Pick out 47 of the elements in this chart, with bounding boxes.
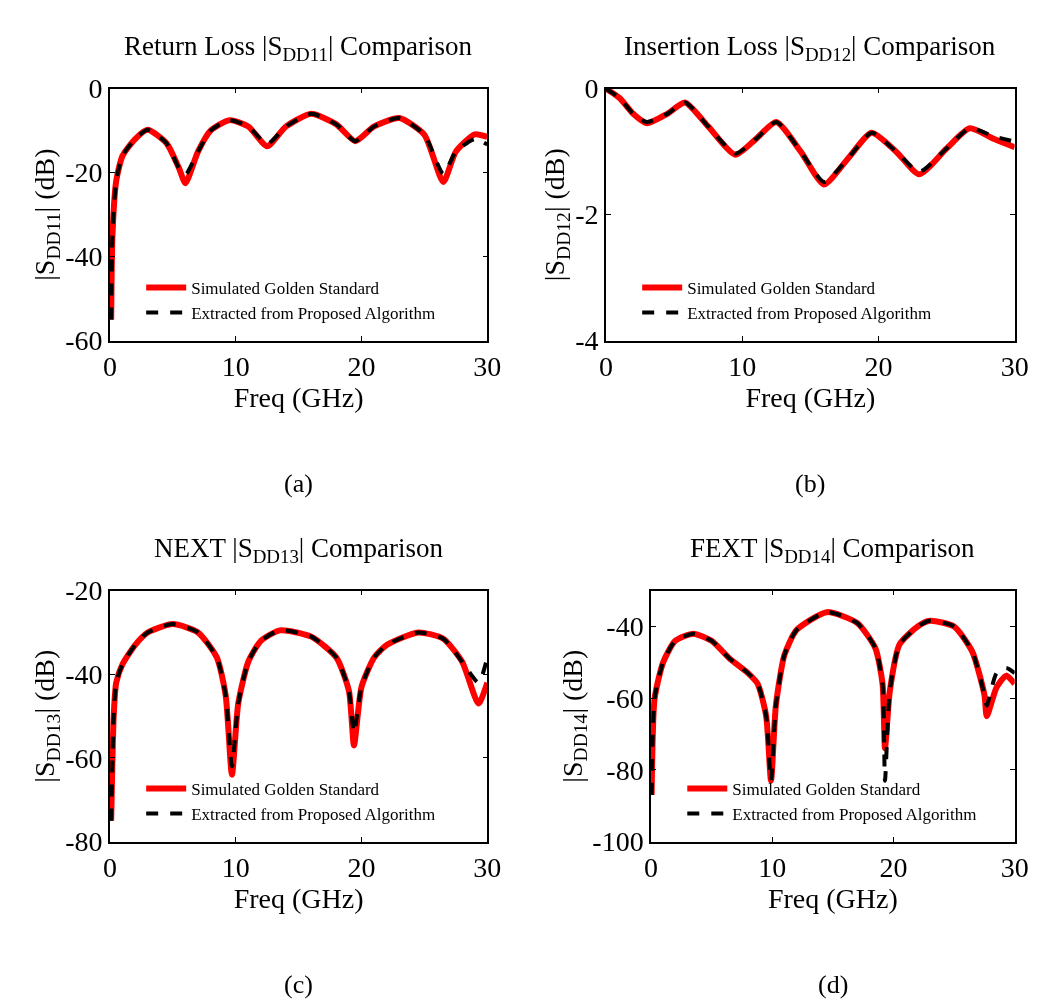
y-tick-label: -4 xyxy=(575,325,599,357)
x-tick-label: 30 xyxy=(473,851,502,883)
legend-label: Simulated Golden Standard xyxy=(191,279,380,299)
x-axis-title: Freq (GHz) xyxy=(233,381,364,413)
chart-title: NEXT |S$_{DD13}$| Comparison xyxy=(154,533,444,567)
legend-label: Extracted from Proposed Algorithm xyxy=(732,805,977,825)
legend-label: Simulated Golden Standard xyxy=(687,279,876,299)
y-tick-label: -40 xyxy=(65,241,103,273)
x-tick-label: 10 xyxy=(728,350,757,382)
x-axis-title: Freq (GHz) xyxy=(233,882,364,914)
chart-title: Return Loss |S$_{DD11}$| Comparison xyxy=(124,31,473,65)
y-tick-label: -100 xyxy=(592,826,644,858)
y-tick-label: -20 xyxy=(65,575,103,607)
x-tick-label: 20 xyxy=(347,851,376,883)
x-tick-label: 20 xyxy=(879,851,908,883)
y-tick-label: -40 xyxy=(65,659,103,691)
legend-label: Extracted from Proposed Algorithm xyxy=(191,805,436,825)
y-tick-label: -80 xyxy=(65,826,103,858)
y-tick-label: 0 xyxy=(584,73,599,105)
chart-title: Insertion Loss |S$_{DD12}$| Comparison xyxy=(624,31,996,65)
legend-label: Simulated Golden Standard xyxy=(191,780,380,800)
legend-label: Extracted from Proposed Algorithm xyxy=(687,304,932,324)
x-axis-title: Freq (GHz) xyxy=(767,882,898,914)
text: (c) xyxy=(284,970,313,999)
y-tick-label: -20 xyxy=(65,157,103,189)
text: (b) xyxy=(795,469,826,498)
x-tick-label: 20 xyxy=(347,350,376,382)
x-tick-label: 30 xyxy=(473,350,502,382)
x-tick-label: 10 xyxy=(758,851,787,883)
y-tick-label: -2 xyxy=(575,199,599,231)
text: (a) xyxy=(284,469,313,498)
x-tick-label: 10 xyxy=(221,851,250,883)
x-tick-label: 30 xyxy=(1000,851,1029,883)
y-tick-label: -60 xyxy=(606,683,644,715)
legend-label: Extracted from Proposed Algorithm xyxy=(191,304,436,324)
x-tick-label: 30 xyxy=(1000,350,1029,382)
y-tick-label: -40 xyxy=(606,611,644,643)
chart-title: FEXT |S$_{DD14}$| Comparison xyxy=(690,533,976,567)
x-axis-title: Freq (GHz) xyxy=(745,381,876,413)
y-tick-label: 0 xyxy=(88,73,103,105)
y-tick-label: -60 xyxy=(65,742,103,774)
legend-label: Simulated Golden Standard xyxy=(732,780,921,800)
x-tick-label: 10 xyxy=(221,350,250,382)
x-tick-label: 20 xyxy=(864,350,893,382)
text: (d) xyxy=(818,970,849,999)
y-tick-label: -80 xyxy=(606,754,644,786)
y-tick-label: -60 xyxy=(65,325,103,357)
